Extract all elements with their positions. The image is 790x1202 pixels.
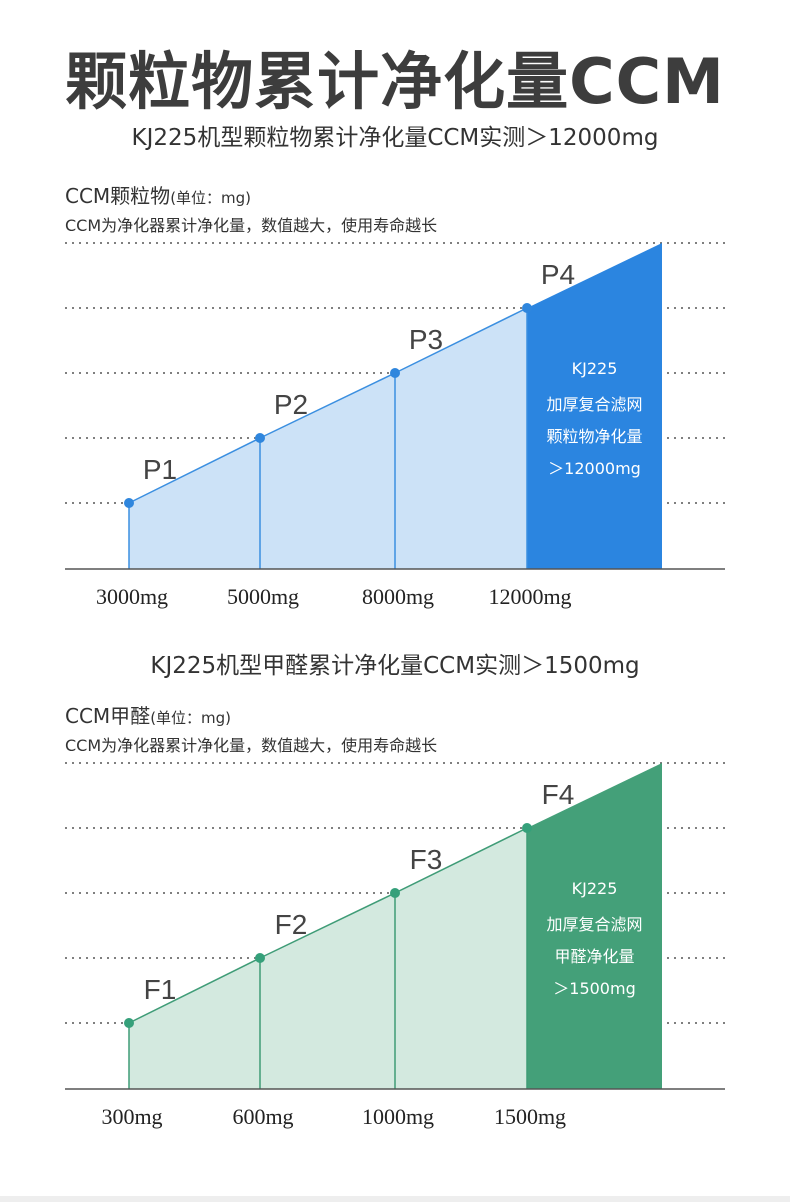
data-point: [124, 1018, 134, 1028]
chart1-subtitle: KJ225机型颗粒物累计净化量CCM实测＞12000mg: [131, 125, 659, 151]
area-fill: [129, 308, 527, 569]
highlight-text: ＞12000mg: [548, 459, 641, 478]
point-label: P3: [409, 324, 443, 355]
page-title: 颗粒物累计净化量CCM: [65, 45, 725, 118]
point-label: F4: [542, 779, 575, 810]
highlight-text: KJ225: [572, 879, 618, 898]
data-point: [255, 433, 265, 443]
x-tick-label: 12000mg: [488, 584, 571, 609]
x-tick-label: 8000mg: [362, 584, 434, 609]
data-point: [522, 823, 532, 833]
chart1-svg: P1 3000mg P2 5000mg P3 8000mg P4 12000mg KJ225 加厚…: [65, 242, 725, 609]
highlight-text: KJ225: [572, 359, 618, 378]
x-tick-label: 1500mg: [494, 1104, 566, 1129]
chart2-svg: F1 300mg F2 600mg F3 1000mg F4 1500mg KJ225 加厚复合滤…: [65, 762, 725, 1129]
highlight-text: ＞1500mg: [553, 979, 635, 998]
point-label: P2: [274, 389, 308, 420]
chart1-ylabel-unit: (单位：mg): [170, 189, 252, 207]
x-tick-label: 5000mg: [227, 584, 299, 609]
chart2-ylabel-main: CCM甲醛: [65, 704, 151, 728]
point-label: F3: [410, 844, 443, 875]
chart2-ylabel: CCM甲醛(单位：mg): [65, 700, 231, 729]
chart1-ylabel: CCM颗粒物(单位：mg): [65, 180, 251, 209]
point-label: F1: [144, 974, 177, 1005]
chart1-note: CCM为净化器累计净化量，数值越大，使用寿命越长: [65, 216, 438, 235]
data-point: [124, 498, 134, 508]
x-tick-label: 600mg: [232, 1104, 293, 1129]
x-tick-label: 300mg: [101, 1104, 162, 1129]
point-label: P1: [143, 454, 177, 485]
data-point: [390, 888, 400, 898]
highlight-text: 加厚复合滤网: [546, 915, 642, 934]
data-point: [390, 368, 400, 378]
chart2-ylabel-unit: (单位：mg): [150, 709, 232, 727]
point-label: P4: [541, 259, 575, 290]
x-tick-label: 3000mg: [96, 584, 168, 609]
area-fill: [129, 828, 527, 1089]
chart2-note: CCM为净化器累计净化量，数值越大，使用寿命越长: [65, 736, 438, 755]
x-tick-label: 1000mg: [362, 1104, 434, 1129]
trend-line: [128, 827, 528, 1024]
highlight-text: 加厚复合滤网: [546, 395, 642, 414]
highlight-text: 颗粒物净化量: [546, 427, 642, 446]
chart1-ylabel-main: CCM颗粒物: [65, 184, 171, 208]
point-label: F2: [275, 909, 308, 940]
highlight-block: [527, 763, 662, 1089]
highlight-text: 甲醛净化量: [554, 947, 634, 966]
highlight-block: [527, 243, 662, 569]
trend-line: [128, 307, 528, 504]
data-point: [522, 303, 532, 313]
chart2-subtitle: KJ225机型甲醛累计净化量CCM实测＞1500mg: [150, 653, 640, 679]
bottom-divider: [0, 1196, 790, 1202]
data-point: [255, 953, 265, 963]
